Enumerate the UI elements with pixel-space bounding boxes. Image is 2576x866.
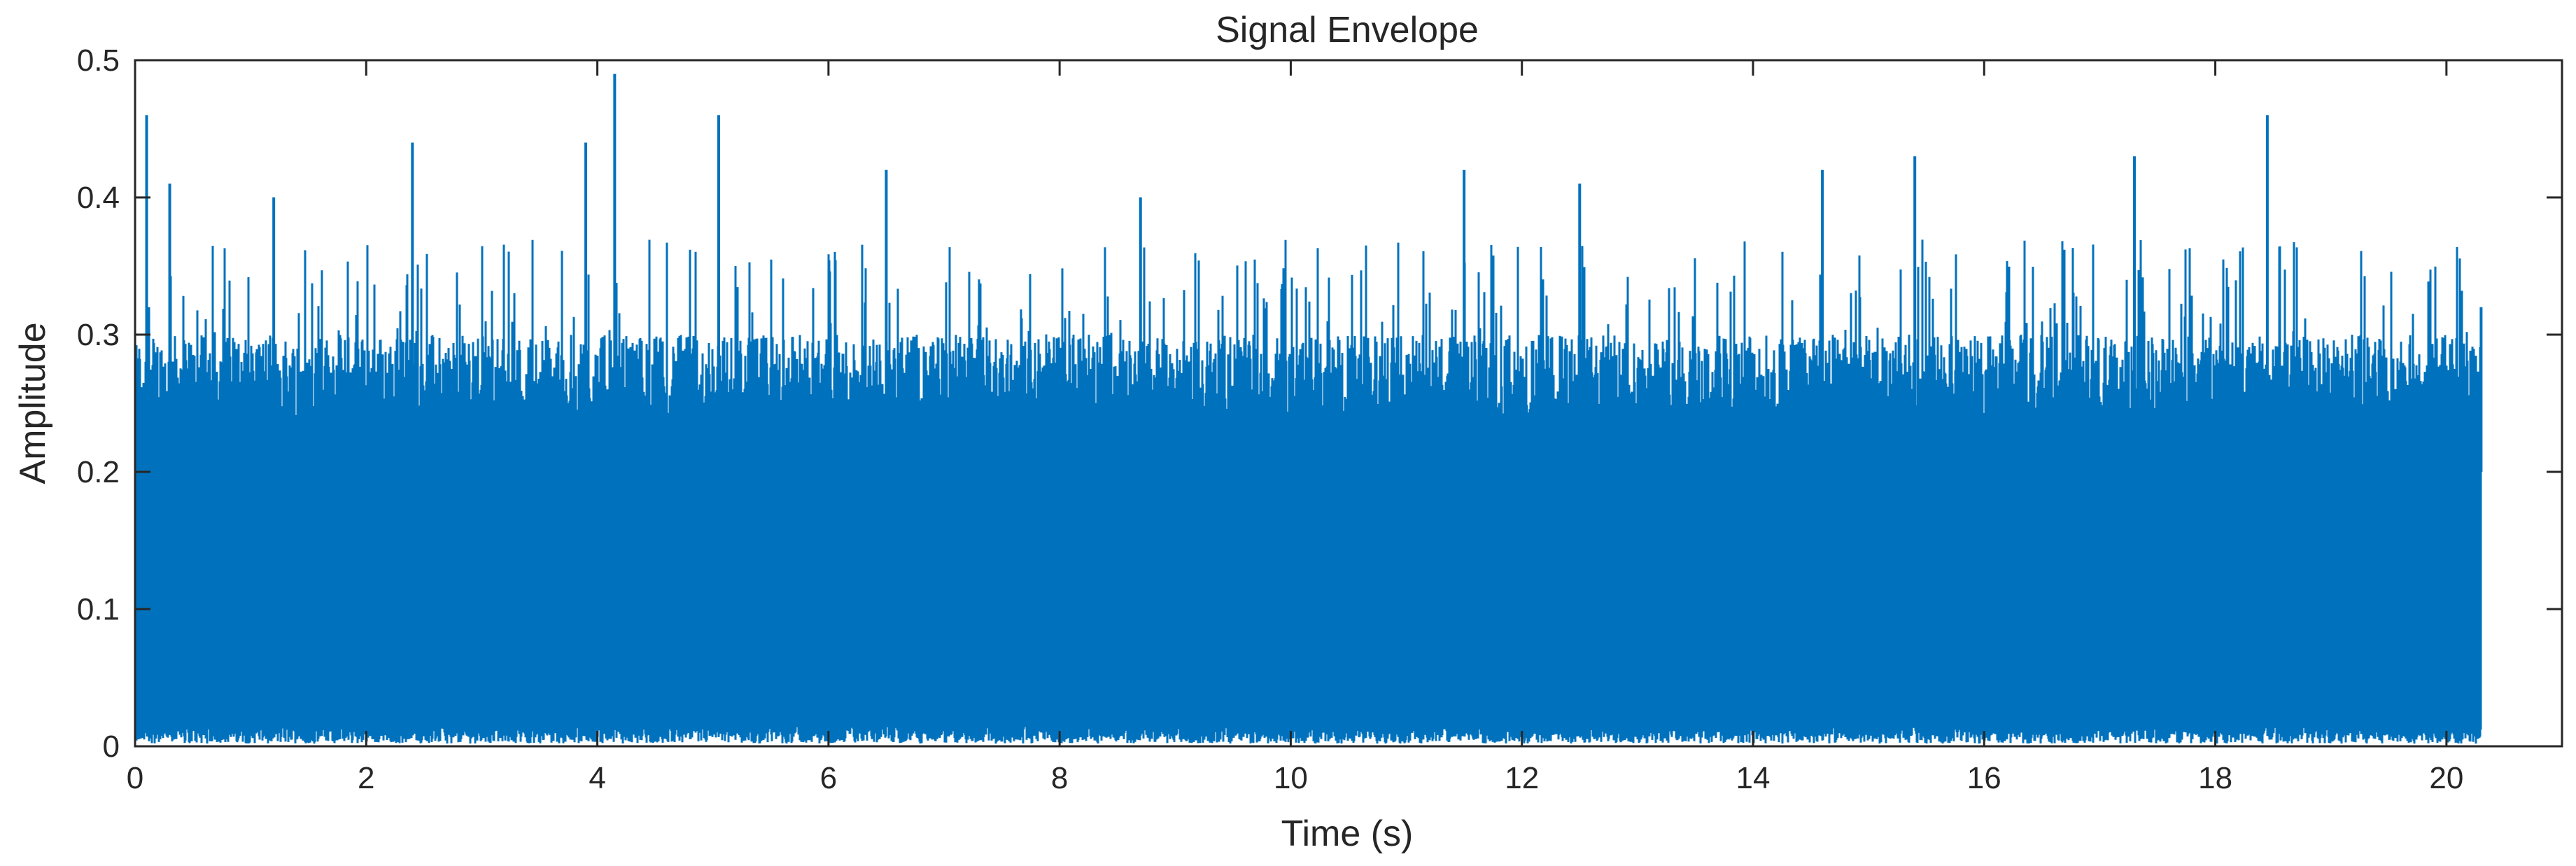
x-tick-label: 12 — [1505, 761, 1539, 795]
x-axis-label: Time (s) — [1281, 813, 1414, 854]
y-tick-label: 0.2 — [77, 455, 120, 489]
y-tick-label: 0 — [103, 729, 120, 764]
y-tick-label: 0.4 — [77, 181, 120, 215]
signal-peaks — [145, 74, 2483, 472]
signal-envelope-series — [135, 239, 2482, 744]
x-tick-label: 2 — [358, 761, 374, 795]
x-tick-label: 0 — [127, 761, 143, 795]
x-tick-label: 18 — [2198, 761, 2232, 795]
y-tick-label: 0.3 — [77, 318, 120, 352]
x-tick-label: 4 — [589, 761, 605, 795]
x-tick-label: 6 — [820, 761, 837, 795]
x-tick-label: 8 — [1051, 761, 1068, 795]
y-axis-label: Amplitude — [13, 322, 53, 484]
x-tick-label: 20 — [2429, 761, 2463, 795]
y-tick-label: 0.5 — [77, 43, 120, 78]
x-tick-label: 14 — [1736, 761, 1771, 795]
axes-box — [134, 59, 2563, 748]
chart-title: Signal Envelope — [1216, 10, 1479, 50]
y-tick-label: 0.1 — [77, 592, 120, 627]
x-tick-label: 10 — [1274, 761, 1308, 795]
x-axis: 0 2 4 6 8 10 12 14 16 18 20 — [127, 60, 2463, 795]
y-axis: 0 0.1 0.2 0.3 0.4 0.5 — [77, 43, 2562, 764]
plot-area — [135, 74, 2483, 744]
x-tick-label: 16 — [1967, 761, 2001, 795]
